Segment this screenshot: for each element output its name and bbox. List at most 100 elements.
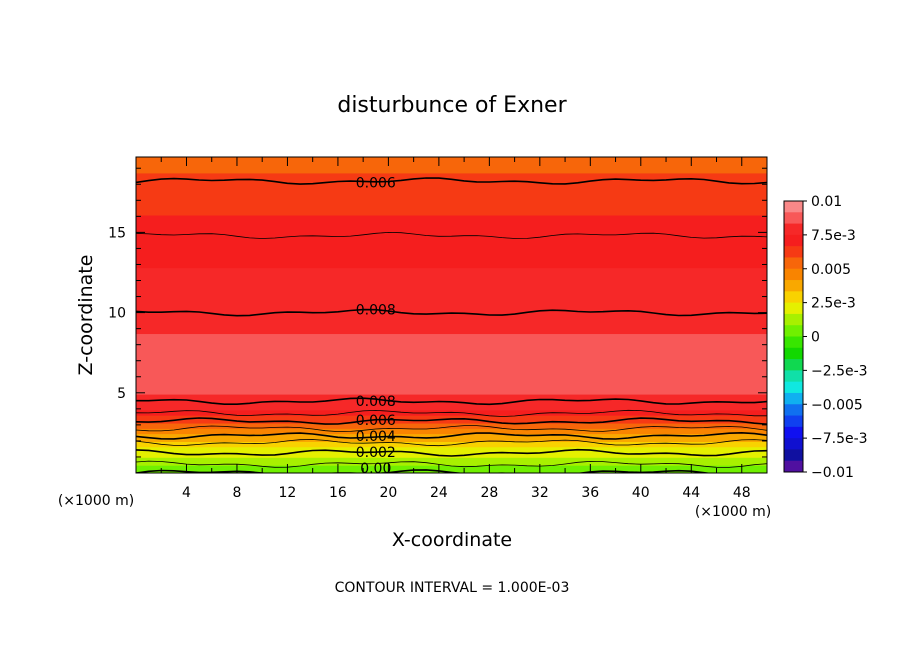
colorbar-cell bbox=[784, 302, 803, 315]
field-band bbox=[136, 444, 767, 448]
field-band bbox=[136, 259, 767, 263]
field-band bbox=[136, 341, 767, 345]
contour-interval-footer: CONTOUR INTERVAL = 1.000E-03 bbox=[335, 580, 570, 596]
colorbar-cell bbox=[784, 370, 803, 383]
colorbar-cell bbox=[784, 426, 803, 439]
field-band bbox=[136, 386, 767, 390]
field-band bbox=[136, 449, 767, 453]
colorbar-label: 2.5e-3 bbox=[811, 296, 856, 312]
field-band bbox=[136, 280, 767, 284]
colorbar-label: −0.005 bbox=[811, 397, 863, 413]
colorbar-cell bbox=[784, 415, 803, 428]
colorbar-labels: 0.01 7.5e-3 0.005 2.5e-3 0 −2.5e-3 −0.005 −7.5e… bbox=[803, 194, 868, 481]
field-band bbox=[136, 159, 767, 163]
contour-label: 0.008 bbox=[356, 394, 396, 410]
field-band bbox=[136, 467, 767, 471]
field-band bbox=[136, 333, 767, 337]
field-band bbox=[136, 167, 767, 171]
field-band bbox=[136, 307, 767, 311]
field-band bbox=[136, 407, 767, 411]
colorbar-label: 0 bbox=[811, 330, 820, 346]
field-band bbox=[136, 317, 767, 321]
field-band bbox=[136, 241, 767, 245]
field-band bbox=[136, 446, 767, 450]
field-band bbox=[136, 351, 767, 356]
field-band bbox=[136, 420, 767, 424]
field-band bbox=[136, 338, 767, 342]
colorbar-label: −2.5e-3 bbox=[811, 363, 868, 379]
x-unit-right: (×1000 m) bbox=[695, 504, 771, 520]
field-band bbox=[136, 372, 767, 377]
x-tick-label: 28 bbox=[480, 485, 498, 501]
x-ticks: 4 8 12 16 20 24 28 32 36 40 44 48 bbox=[160, 157, 751, 501]
field-band bbox=[136, 325, 767, 329]
field-band bbox=[136, 301, 767, 306]
field-band bbox=[136, 222, 767, 227]
contour-line bbox=[136, 417, 767, 425]
colorbar-cell bbox=[784, 460, 803, 473]
field-band bbox=[136, 296, 767, 300]
field-band bbox=[136, 201, 767, 205]
x-tick-label: 32 bbox=[531, 485, 549, 501]
field-band bbox=[136, 441, 767, 445]
field-band bbox=[136, 199, 767, 203]
colorbar-cell bbox=[784, 336, 803, 349]
contour-lines bbox=[136, 177, 767, 473]
field-band bbox=[136, 293, 767, 298]
field-band bbox=[136, 270, 767, 274]
field-band bbox=[136, 438, 767, 442]
field-band bbox=[136, 278, 767, 282]
contour-label: 0.002 bbox=[356, 445, 396, 461]
field-band bbox=[136, 343, 767, 348]
field-band bbox=[136, 457, 767, 461]
colorbar-label: −0.01 bbox=[811, 465, 854, 481]
contour-label: 0.004 bbox=[356, 429, 396, 445]
x-tick-label: 12 bbox=[279, 485, 297, 501]
colorbar-cell bbox=[784, 325, 803, 337]
field-band bbox=[136, 209, 767, 213]
field-band bbox=[136, 236, 767, 240]
contour-line bbox=[136, 409, 767, 417]
field-band bbox=[136, 367, 767, 371]
field-band bbox=[136, 193, 767, 198]
y-tick-label: 15 bbox=[108, 225, 126, 241]
plot-frame bbox=[135, 156, 768, 474]
colorbar-cell bbox=[784, 438, 803, 450]
colorbar-cell bbox=[784, 392, 803, 405]
field-band bbox=[136, 188, 767, 192]
field-band bbox=[136, 322, 767, 327]
field-band bbox=[136, 404, 767, 408]
contour-line bbox=[136, 397, 767, 406]
field-band bbox=[136, 409, 767, 414]
contour-label: 0.006 bbox=[356, 413, 396, 429]
field-band bbox=[136, 428, 767, 432]
field-band bbox=[136, 185, 767, 190]
x-tick-label: 16 bbox=[329, 485, 347, 501]
y-axis-label: Z-coordinate bbox=[75, 255, 97, 376]
field-band bbox=[136, 283, 767, 287]
field-band bbox=[136, 196, 767, 200]
field-band bbox=[136, 230, 767, 234]
field-band bbox=[136, 157, 767, 161]
field-band bbox=[136, 207, 767, 211]
chart-title: disturbunce of Exner bbox=[337, 93, 567, 118]
field-band bbox=[136, 275, 767, 279]
field-band bbox=[136, 304, 767, 308]
field-band bbox=[136, 422, 767, 427]
field-band bbox=[136, 336, 767, 340]
colorbar-label: 0.005 bbox=[811, 262, 851, 278]
colorbar-cell bbox=[784, 280, 803, 292]
field-band bbox=[136, 328, 767, 332]
colorbar-label: 7.5e-3 bbox=[811, 228, 856, 244]
colorbar-label: 0.01 bbox=[811, 194, 842, 210]
field-band bbox=[136, 214, 767, 219]
field-band bbox=[136, 396, 767, 400]
contour-line bbox=[136, 460, 767, 468]
field-band bbox=[136, 380, 767, 385]
contour-line bbox=[136, 469, 713, 473]
contour-line bbox=[136, 308, 767, 317]
field-band bbox=[136, 357, 767, 361]
colorbar: 0.01 7.5e-3 0.005 2.5e-3 0 −2.5e-3 −0.005 −7.5e… bbox=[783, 194, 868, 481]
